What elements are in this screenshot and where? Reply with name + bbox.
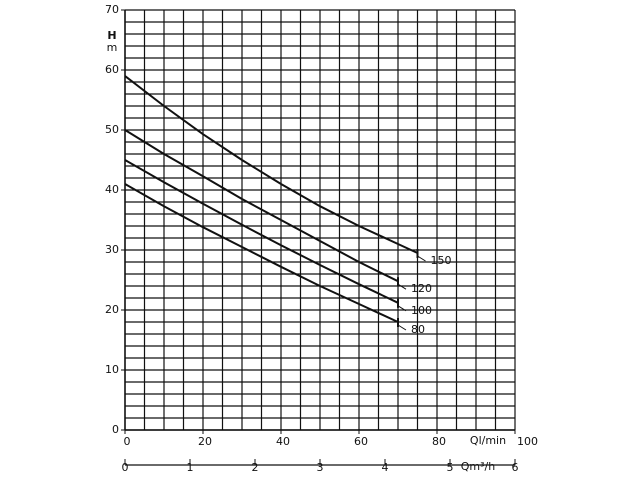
label-leader (397, 305, 407, 312)
curve (124, 75, 418, 254)
series-label: 120 (411, 282, 432, 295)
label-leader (397, 283, 407, 290)
curve (124, 183, 399, 323)
curve (124, 129, 399, 283)
x-tick-label: 100 (517, 435, 538, 448)
x2-tick-label: 5 (447, 461, 454, 474)
x-axis-label: Ql/min (470, 434, 506, 447)
y-tick-label: 70 (105, 3, 119, 16)
label-leader (417, 255, 426, 262)
y-axis-label: H (107, 29, 116, 42)
y-axis-unit: m (107, 41, 118, 54)
x-tick-label: 60 (354, 435, 368, 448)
label-leader (397, 324, 407, 331)
x2-tick-label: 2 (252, 461, 259, 474)
series-label: 100 (411, 304, 432, 317)
x2-tick-label: 3 (317, 461, 324, 474)
series-label: 80 (411, 323, 425, 336)
y-tick-label: 10 (105, 363, 119, 376)
y-tick-label: 50 (105, 123, 119, 136)
x-tick-label: 20 (198, 435, 212, 448)
x-tick-label: 40 (276, 435, 290, 448)
x2-tick-label: 0 (122, 461, 129, 474)
x-tick-label: 0 (124, 435, 131, 448)
y-tick-label: 60 (105, 63, 119, 76)
series-label: 150 (431, 254, 452, 267)
x-tick-label: 80 (432, 435, 446, 448)
curve (124, 159, 399, 304)
y-tick-label: 40 (105, 183, 119, 196)
x2-tick-label: 6 (512, 461, 519, 474)
x2-tick-label: 1 (187, 461, 194, 474)
y-tick-label: 30 (105, 243, 119, 256)
y-tick-label: 20 (105, 303, 119, 316)
x2-axis-label: Qm³/h (461, 460, 495, 473)
y-tick-label: 0 (112, 423, 119, 436)
x2-tick-label: 4 (382, 461, 389, 474)
